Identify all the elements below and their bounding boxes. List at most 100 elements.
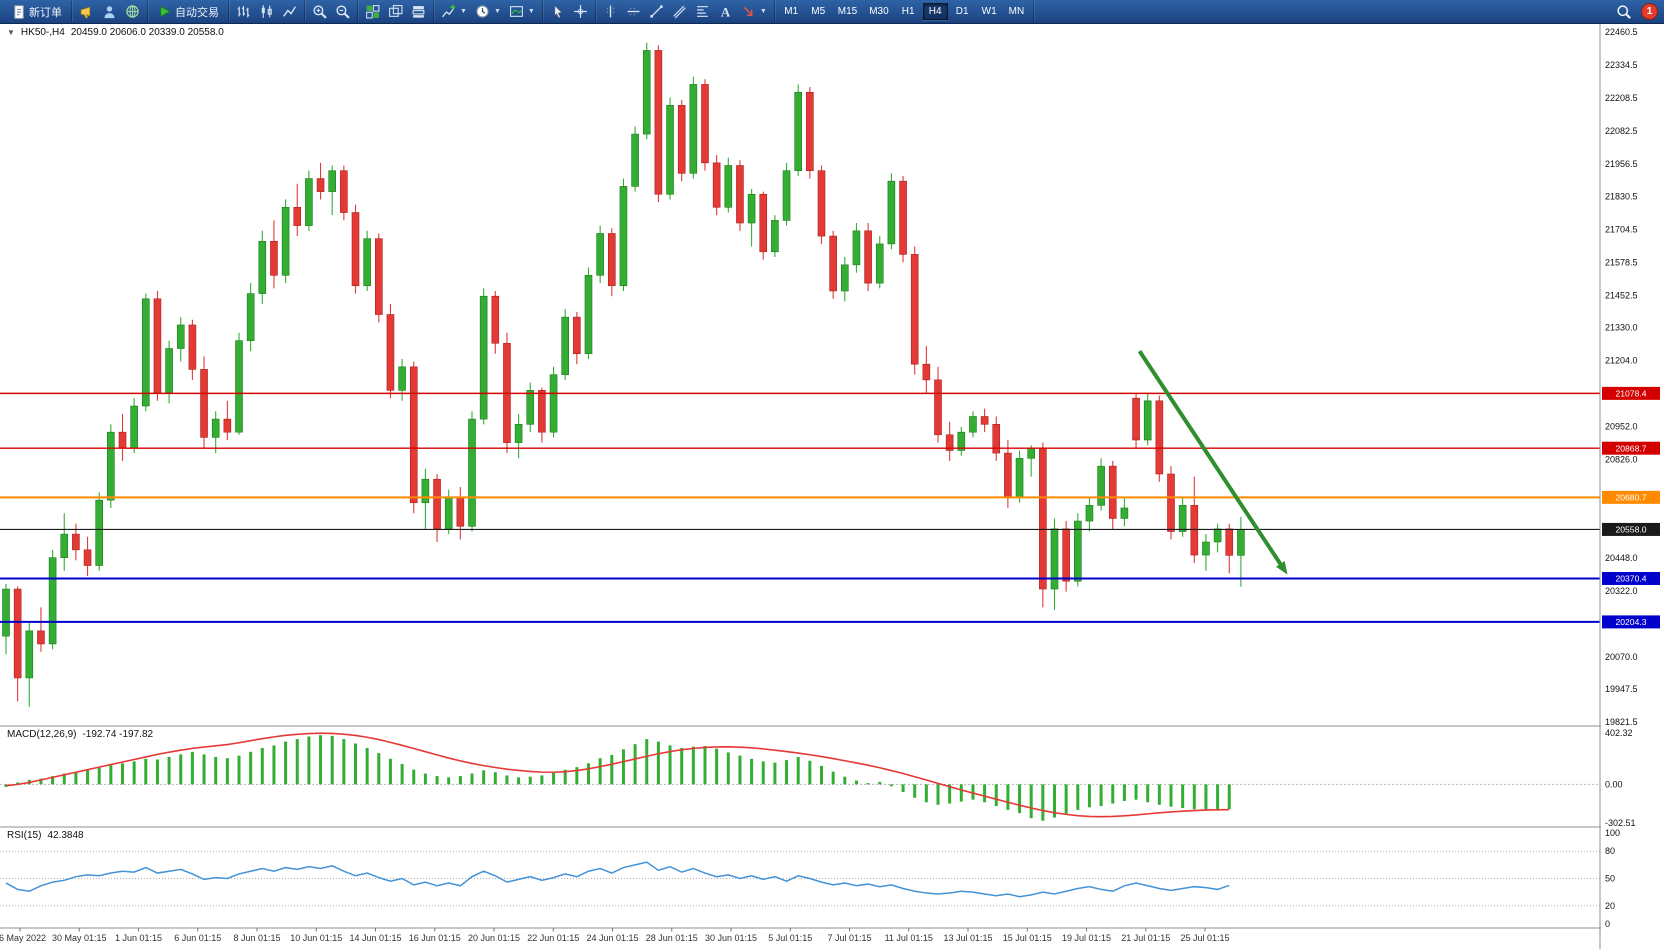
svg-text:20680.7: 20680.7 bbox=[1615, 493, 1646, 503]
timeframe-w1-button[interactable]: W1 bbox=[977, 3, 1002, 20]
bar-chart-button[interactable] bbox=[232, 2, 255, 21]
svg-text:20868.7: 20868.7 bbox=[1615, 443, 1646, 453]
new-order-button[interactable]: 新订单 bbox=[5, 2, 68, 21]
zoom-in-button[interactable] bbox=[308, 2, 331, 21]
svg-text:30 May 01:15: 30 May 01:15 bbox=[52, 933, 107, 943]
periods-button[interactable]: ▼ bbox=[471, 2, 505, 21]
svg-text:20 Jun 01:15: 20 Jun 01:15 bbox=[468, 933, 520, 943]
timeframe-h4-button[interactable]: H4 bbox=[922, 3, 948, 20]
svg-text:20322.0: 20322.0 bbox=[1605, 586, 1638, 596]
main-toolbar: 新订单 自动交易 ▼ ▼ ▼ A ▼ M1 M5 M15 M30 H1 H4 D1 W1 MN 1 bbox=[0, 0, 1664, 24]
svg-text:402.32: 402.32 bbox=[1605, 728, 1633, 738]
svg-text:1 Jun 01:15: 1 Jun 01:15 bbox=[115, 933, 162, 943]
svg-text:22 Jun 01:15: 22 Jun 01:15 bbox=[527, 933, 579, 943]
chart-type-group bbox=[229, 1, 305, 22]
macd-panel bbox=[0, 732, 1600, 821]
auto-scroll-button[interactable] bbox=[407, 2, 430, 21]
bars-icon bbox=[237, 6, 250, 18]
zoomin-icon bbox=[313, 5, 327, 19]
vertical-line-button[interactable] bbox=[599, 2, 622, 21]
macd-label: MACD(12,26,9) -192.74 -197.82 bbox=[7, 729, 153, 740]
indicators-button[interactable]: ▼ bbox=[437, 2, 471, 21]
svg-text:20: 20 bbox=[1605, 901, 1615, 911]
price-axis[interactable]: 22460.5 22334.5 22208.5 22082.5 21956.5 21830… bbox=[1599, 23, 1664, 949]
data-window-button[interactable] bbox=[98, 2, 121, 21]
timeframe-mn-button[interactable]: MN bbox=[1004, 3, 1030, 20]
channel-button[interactable] bbox=[668, 2, 691, 21]
cursor-icon bbox=[554, 4, 563, 19]
zoom-group bbox=[305, 1, 358, 22]
fib-icon bbox=[696, 6, 708, 17]
zoomout-icon bbox=[336, 5, 350, 19]
svg-text:13 Jul 01:15: 13 Jul 01:15 bbox=[943, 933, 992, 943]
macd-title: MACD(12,26,9) bbox=[7, 729, 77, 740]
svg-text:5 Jul 01:15: 5 Jul 01:15 bbox=[768, 933, 812, 943]
tiles-icon bbox=[389, 5, 403, 17]
timeframe-m1-button[interactable]: M1 bbox=[779, 3, 804, 20]
timeframe-m5-button[interactable]: M5 bbox=[806, 3, 831, 20]
fibonacci-button[interactable] bbox=[691, 2, 714, 21]
vline-icon bbox=[606, 5, 614, 18]
timeframe-m15-button[interactable]: M15 bbox=[833, 3, 862, 20]
svg-text:26 May 2022: 26 May 2022 bbox=[0, 933, 46, 943]
search-icon bbox=[1617, 5, 1631, 19]
market-watch-button[interactable] bbox=[75, 2, 98, 21]
cascade-windows-button[interactable] bbox=[384, 2, 407, 21]
text-button[interactable]: A bbox=[714, 2, 737, 21]
svg-text:19821.5: 19821.5 bbox=[1605, 717, 1638, 727]
arrowmark-icon bbox=[743, 6, 753, 16]
windows-group bbox=[358, 1, 434, 22]
symbol-info: ▼ HK50-,H4 20459.0 20606.0 20339.0 20558… bbox=[7, 27, 224, 38]
candlestick-chart-button[interactable] bbox=[255, 2, 278, 21]
svg-text:21704.5: 21704.5 bbox=[1605, 225, 1638, 235]
channel-icon bbox=[673, 5, 686, 19]
trendline-button[interactable] bbox=[645, 2, 668, 21]
time-axis[interactable]: 26 May 2022 30 May 01:15 1 Jun 01:15 6 Jun … bbox=[0, 928, 1230, 943]
pluschart-icon bbox=[442, 4, 456, 18]
svg-text:20204.3: 20204.3 bbox=[1615, 617, 1646, 627]
svg-text:20826.0: 20826.0 bbox=[1605, 454, 1638, 464]
notification-badge[interactable]: 1 bbox=[1641, 3, 1658, 20]
svg-text:20070.0: 20070.0 bbox=[1605, 652, 1638, 662]
timeframe-m30-button[interactable]: M30 bbox=[864, 3, 893, 20]
zoom-out-button[interactable] bbox=[331, 2, 354, 21]
rsi-title: RSI(15) bbox=[7, 830, 42, 841]
svg-text:28 Jun 01:15: 28 Jun 01:15 bbox=[646, 933, 698, 943]
svg-text:21 Jul 01:15: 21 Jul 01:15 bbox=[1121, 933, 1170, 943]
tile-windows-button[interactable] bbox=[361, 2, 384, 21]
search-button[interactable] bbox=[1612, 2, 1635, 21]
trend-arrow[interactable] bbox=[1137, 350, 1288, 575]
ohlc-values: 20459.0 20606.0 20339.0 20558.0 bbox=[70, 27, 224, 38]
svg-text:22334.5: 22334.5 bbox=[1605, 60, 1638, 70]
rsi-value: 42.3848 bbox=[47, 830, 84, 841]
timeframe-d1-button[interactable]: D1 bbox=[950, 3, 975, 20]
globe-icon bbox=[126, 5, 139, 18]
grid-icon bbox=[366, 5, 380, 19]
crosshair-button[interactable] bbox=[569, 2, 592, 21]
svg-text:21078.4: 21078.4 bbox=[1615, 389, 1646, 399]
svg-text:20558.0: 20558.0 bbox=[1615, 525, 1646, 535]
level-lines[interactable] bbox=[0, 392, 1600, 623]
drawing-group: A ▼ bbox=[596, 1, 775, 22]
cursor-button[interactable] bbox=[546, 2, 569, 21]
orders-group: 新订单 bbox=[2, 1, 72, 22]
line-chart-button[interactable] bbox=[278, 2, 301, 21]
svg-text:22208.5: 22208.5 bbox=[1605, 93, 1638, 103]
navigator-button[interactable] bbox=[121, 2, 144, 21]
one-click-collapse-icon[interactable]: ▼ bbox=[7, 28, 15, 37]
candles-icon bbox=[261, 5, 272, 18]
horn-icon bbox=[80, 6, 91, 19]
svg-text:100: 100 bbox=[1605, 828, 1620, 838]
svg-text:19947.5: 19947.5 bbox=[1605, 684, 1638, 694]
timeframe-h1-button[interactable]: H1 bbox=[896, 3, 921, 20]
svg-text:22082.5: 22082.5 bbox=[1605, 126, 1638, 136]
templates-button[interactable]: ▼ bbox=[505, 2, 539, 21]
horizontal-line-button[interactable] bbox=[622, 2, 645, 21]
doc-icon bbox=[14, 5, 24, 19]
arrows-button[interactable]: ▼ bbox=[737, 2, 771, 21]
layers-icon bbox=[412, 6, 425, 18]
auto-trading-button[interactable]: 自动交易 bbox=[151, 2, 225, 21]
macd-values: -192.74 -197.82 bbox=[82, 729, 154, 740]
